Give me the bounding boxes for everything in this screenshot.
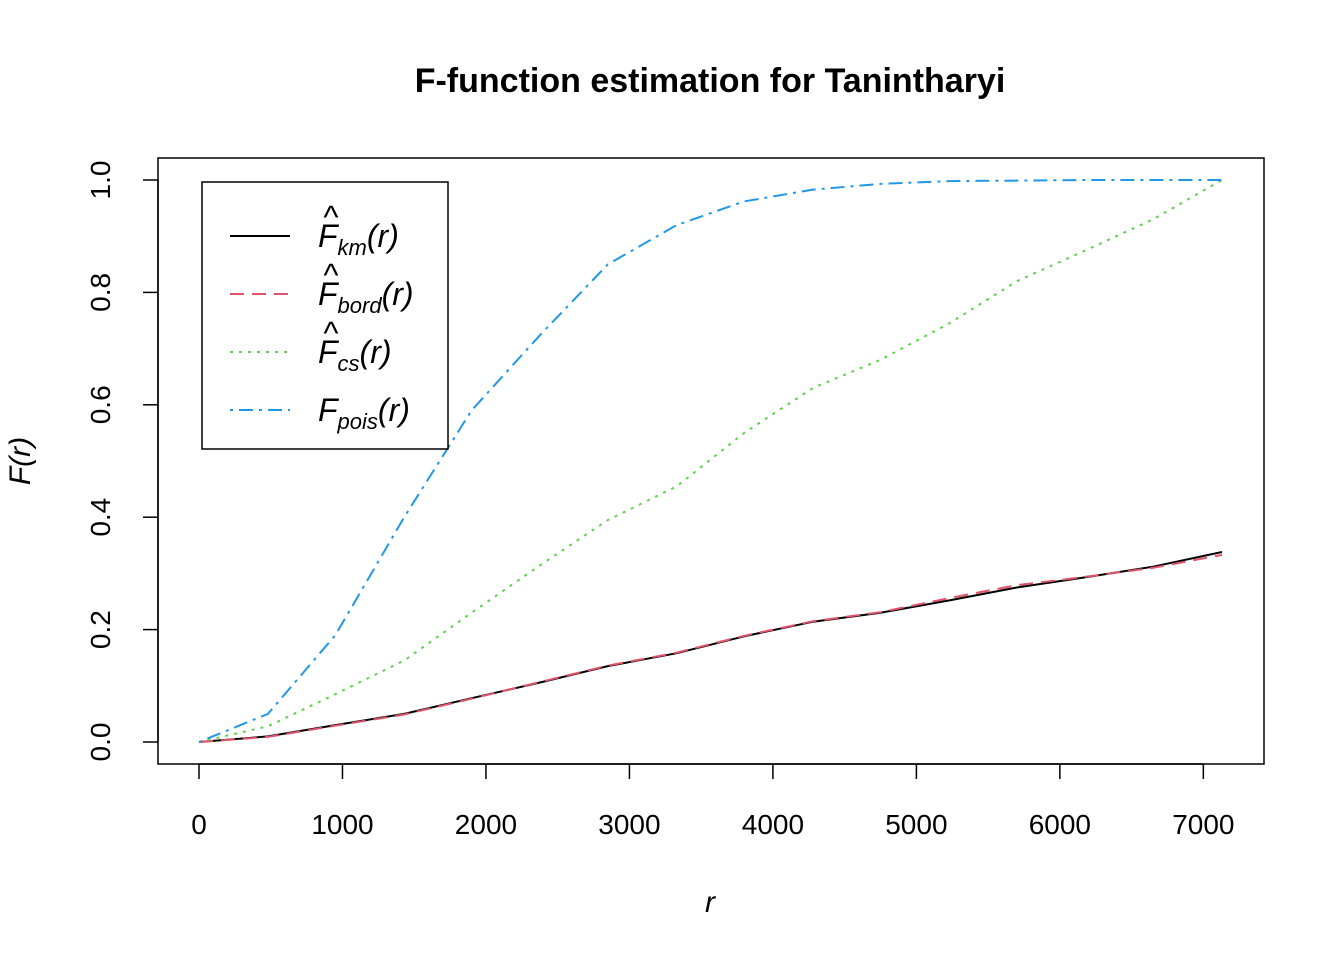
series-line-cs: [198, 179, 1223, 743]
x-axis-label: r: [705, 886, 716, 919]
legend-hat-cs: ^: [323, 315, 339, 351]
legend-label-bord: Fbord(r): [318, 276, 414, 318]
legend: Fkm(r)^Fbord(r)^Fcs(r)^Fpois(r): [201, 181, 449, 450]
series-lines: [198, 179, 1223, 743]
y-axis-label: F(r): [4, 437, 37, 485]
y-tick-label: 1.0: [85, 161, 116, 200]
legend-label-pois: Fpois(r): [318, 392, 410, 434]
x-tick-label: 5000: [885, 809, 947, 840]
y-tick-label: 0.8: [85, 273, 116, 312]
x-tick-label: 1000: [311, 809, 373, 840]
x-tick-label: 0: [191, 809, 207, 840]
x-tick-label: 2000: [455, 809, 517, 840]
x-tick-label: 7000: [1172, 809, 1234, 840]
legend-label-km: Fkm(r): [318, 218, 399, 260]
y-tick-label: 0.2: [85, 610, 116, 649]
y-axis: 0.0 0.2 0.4 0.6 0.8 1.0: [85, 161, 159, 762]
x-tick-label: 6000: [1029, 809, 1091, 840]
series-line-bord: [198, 553, 1223, 743]
legend-hat-bord: ^: [323, 257, 339, 293]
x-tick-label: 4000: [742, 809, 804, 840]
y-tick-label: 0.0: [85, 723, 116, 762]
y-tick-label: 0.6: [85, 385, 116, 424]
series-line-pois: [198, 179, 1222, 743]
legend-hat-km: ^: [323, 199, 339, 235]
legend-box: [201, 181, 449, 450]
chart-title: F-function estimation for Tanintharyi: [415, 62, 1006, 100]
legend-label-cs: Fcs(r): [318, 334, 392, 376]
y-tick-label: 0.4: [85, 498, 116, 537]
x-axis: 0 1000 2000 3000 4000 5000 6000 7000: [191, 763, 1234, 840]
series-line-km: [198, 551, 1223, 743]
x-tick-label: 3000: [598, 809, 660, 840]
